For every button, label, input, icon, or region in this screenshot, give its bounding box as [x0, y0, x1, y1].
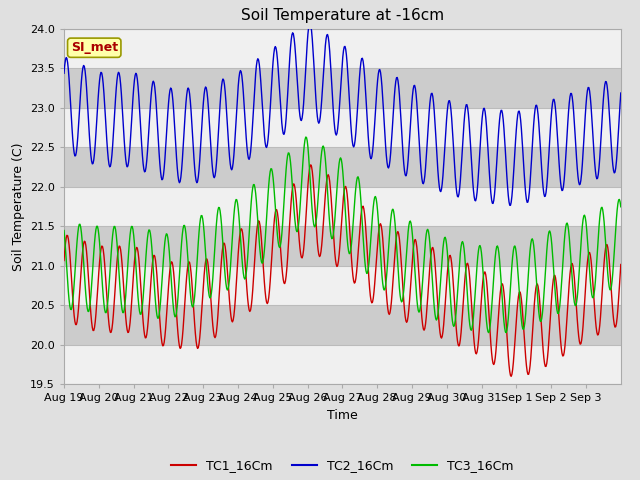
TC1_16Cm [276, 243, 284, 249]
Bar [64, 147, 621, 187]
TC1_16Cm [432, 269, 440, 275]
Bar [64, 108, 621, 147]
TC3_16Cm [485, 330, 493, 336]
TC2_16Cm [255, 61, 263, 67]
TC2_16Cm [276, 100, 284, 106]
TC3_16Cm [401, 279, 408, 285]
TC3_16Cm [617, 204, 625, 210]
TC1_16Cm [401, 307, 408, 312]
TC2_16Cm [507, 203, 515, 208]
Bar [64, 305, 621, 345]
Line: TC3_16Cm: TC3_16Cm [64, 137, 621, 333]
Bar [64, 187, 621, 226]
TC3_16Cm [125, 240, 133, 246]
Legend: TC1_16Cm, TC2_16Cm, TC3_16Cm: TC1_16Cm, TC2_16Cm, TC3_16Cm [166, 454, 518, 477]
TC3_16Cm [255, 239, 263, 245]
TC1_16Cm [60, 258, 68, 264]
TC1_16Cm [125, 326, 133, 332]
TC2_16Cm [228, 167, 236, 173]
TC2_16Cm [401, 168, 408, 174]
Bar [64, 29, 621, 68]
TC1_16Cm [228, 318, 236, 324]
Text: SI_met: SI_met [70, 41, 118, 54]
Line: TC1_16Cm: TC1_16Cm [64, 165, 621, 376]
TC3_16Cm [276, 243, 284, 249]
TC1_16Cm [307, 162, 315, 168]
TC3_16Cm [228, 245, 236, 251]
Bar [64, 345, 621, 384]
Bar [64, 226, 621, 265]
Y-axis label: Soil Temperature (C): Soil Temperature (C) [12, 142, 24, 271]
TC2_16Cm [307, 20, 314, 25]
X-axis label: Time: Time [327, 408, 358, 421]
TC1_16Cm [508, 373, 515, 379]
TC1_16Cm [617, 262, 625, 267]
Line: TC2_16Cm: TC2_16Cm [64, 23, 621, 205]
Bar [64, 68, 621, 108]
TC2_16Cm [60, 71, 68, 76]
TC2_16Cm [617, 90, 625, 96]
TC2_16Cm [432, 131, 440, 137]
TC3_16Cm [432, 315, 440, 321]
TC3_16Cm [60, 228, 68, 233]
TC1_16Cm [255, 219, 263, 225]
Bar [64, 265, 621, 305]
Title: Soil Temperature at -16cm: Soil Temperature at -16cm [241, 9, 444, 24]
TC3_16Cm [302, 134, 310, 140]
TC2_16Cm [125, 152, 133, 158]
